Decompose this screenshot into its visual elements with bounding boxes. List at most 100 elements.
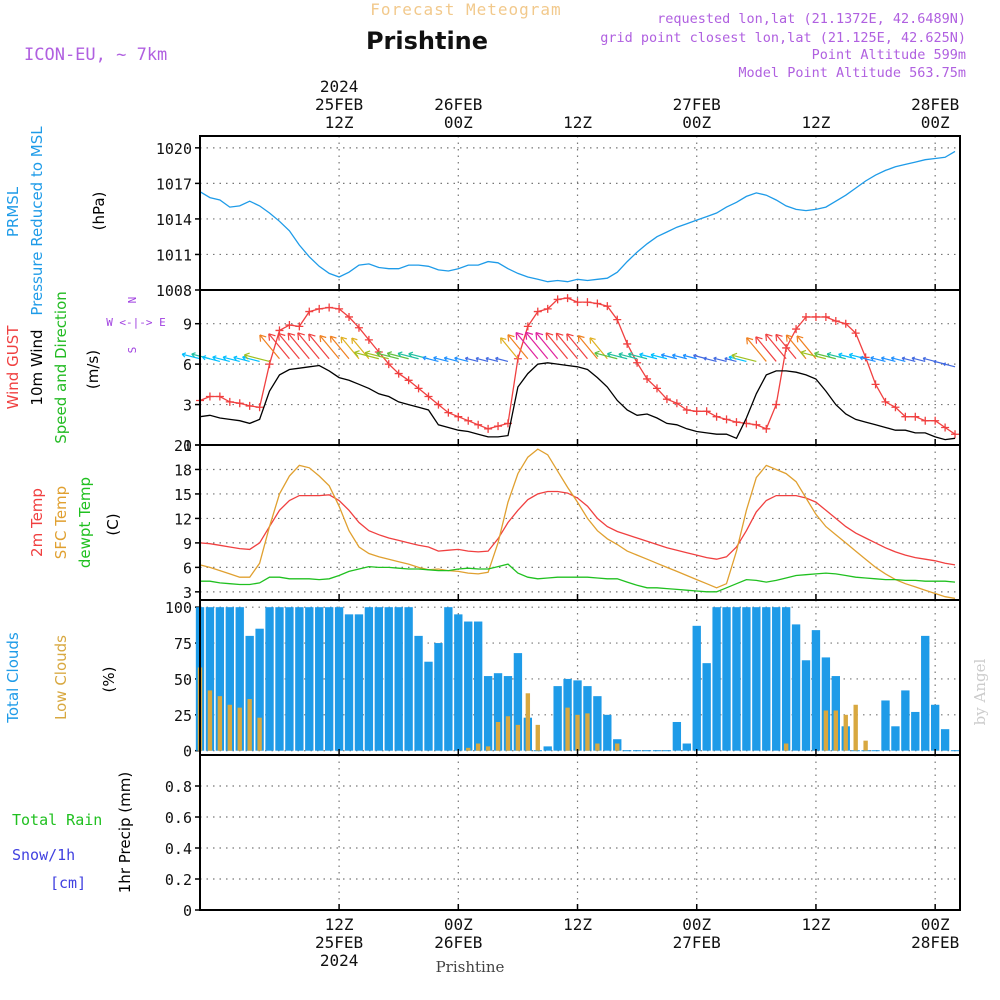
total-cloud-bar <box>543 746 552 751</box>
low-cloud-bar <box>783 743 789 751</box>
compass-south: S <box>126 347 139 354</box>
pressure-line <box>199 150 956 283</box>
wind-arrow-head <box>277 332 286 341</box>
gust-marker <box>225 397 234 406</box>
y-tick-label: 3 <box>183 584 192 602</box>
gust-marker <box>831 317 840 325</box>
wind-arrow-head <box>340 336 348 344</box>
wind-direction-arrow <box>545 332 569 360</box>
top-tick-label: 2024 <box>320 77 359 96</box>
wind-direction-arrow <box>277 333 300 360</box>
wind-arrow-head <box>724 357 728 361</box>
wind-arrow-head <box>308 333 316 342</box>
gust-marker <box>722 415 731 424</box>
y-axis-label: Total Clouds <box>4 632 22 724</box>
unit-label: (C) <box>104 513 122 535</box>
total-cloud-bar <box>513 653 523 751</box>
wind-arrow-head <box>859 355 864 361</box>
bottom-tick-label: 12Z <box>325 915 354 934</box>
y-axis-label: SFC Temp <box>52 486 70 559</box>
wind-arrow-head <box>268 333 276 341</box>
gust-marker <box>484 424 493 433</box>
wind-arrow-head <box>297 332 305 341</box>
low-cloud-bar <box>595 743 600 751</box>
gust-marker <box>523 322 532 331</box>
gust-marker <box>593 299 602 308</box>
wind-direction-arrow <box>891 357 906 363</box>
y-axis-label: 1hr Precip (mm) <box>116 772 134 893</box>
gust-marker <box>633 358 642 367</box>
wind-direction-arrow <box>202 356 221 363</box>
total-cloud-bar <box>235 607 244 751</box>
wind-arrow-head <box>233 355 238 361</box>
model-label: ICON-EU, ~ 7km <box>24 45 167 65</box>
y-axis-label: Wind GUST <box>4 325 22 410</box>
wind-arrow-head <box>319 335 327 343</box>
precip-frame <box>199 754 961 911</box>
pressure-frame <box>199 135 961 291</box>
total-cloud-bar <box>275 607 284 751</box>
low-cloud-bar <box>217 696 223 751</box>
wind-arrow-head <box>515 331 524 340</box>
gust-marker <box>672 399 681 408</box>
wind-direction-arrow <box>397 352 419 360</box>
low-cloud-bar <box>823 710 829 751</box>
wind-direction-arrow <box>923 357 936 363</box>
wind-arrow-head <box>525 331 534 340</box>
y-tick-label: 3 <box>183 397 192 415</box>
total-cloud-bar <box>344 614 354 751</box>
total-cloud-bar <box>374 607 383 751</box>
unit-label: (m/s) <box>84 350 102 389</box>
gust-marker <box>931 416 940 425</box>
total-cloud-bar <box>434 643 443 751</box>
low-cloud-bar <box>863 740 868 751</box>
gust-marker <box>613 315 622 324</box>
gust-marker <box>891 403 900 412</box>
wind-direction-arrow <box>838 353 856 360</box>
wind-direction-arrow <box>566 333 588 360</box>
point-altitude: Point Altitude 599m <box>812 47 966 63</box>
compass-north: N <box>126 297 139 304</box>
bottom-tick-label: 12Z <box>801 915 830 934</box>
gust-marker <box>573 298 582 307</box>
total-cloud-bar <box>801 660 811 751</box>
wind-direction-arrow <box>628 353 648 360</box>
wind-direction-arrow <box>703 357 717 363</box>
gust-marker <box>543 304 552 313</box>
wind-direction-arrow <box>268 333 290 360</box>
wind-arrow-head <box>386 351 393 358</box>
total-cloud-bar <box>881 700 890 751</box>
gust-marker <box>811 312 820 321</box>
gust-marker <box>941 423 950 432</box>
wind-direction-arrow <box>329 335 350 360</box>
wind-direction-arrow <box>444 357 459 363</box>
gust-marker <box>772 400 781 409</box>
top-tick-label: 12Z <box>801 113 830 132</box>
wind-direction-arrow <box>287 332 310 360</box>
y-tick-label: 18 <box>174 461 192 479</box>
wind-direction-arrow <box>454 357 469 363</box>
gust-marker <box>434 400 443 409</box>
wind-arrow-head <box>618 352 623 358</box>
total-cloud-bar <box>702 663 711 751</box>
total-cloud-bar <box>891 726 900 751</box>
wind-direction-arrow <box>901 357 916 363</box>
wind-arrow-head <box>628 352 633 358</box>
gust-marker <box>881 397 890 406</box>
low-cloud-bar <box>833 710 839 751</box>
top-tick-label: 25FEB <box>315 95 363 114</box>
y-tick-label: 12 <box>174 510 192 528</box>
gust-marker <box>821 312 830 321</box>
total-cloud-bar <box>593 696 602 751</box>
gust-marker <box>762 424 771 433</box>
gust-marker <box>255 403 264 412</box>
wind-direction-arrow <box>639 353 658 360</box>
total-cloud-bar <box>712 607 721 751</box>
legend-total-rain: Total Rain <box>12 811 102 829</box>
wind-direction-arrow <box>775 334 797 360</box>
temperature-panel: 3 6 9 12 15 18 21 2m Temp SFC Temp dewpt Temp (C) <box>28 437 961 602</box>
wind-direction-arrow <box>319 335 340 360</box>
wind-direction-arrow <box>827 353 846 360</box>
y-axis-label: 2m Temp <box>28 488 46 557</box>
